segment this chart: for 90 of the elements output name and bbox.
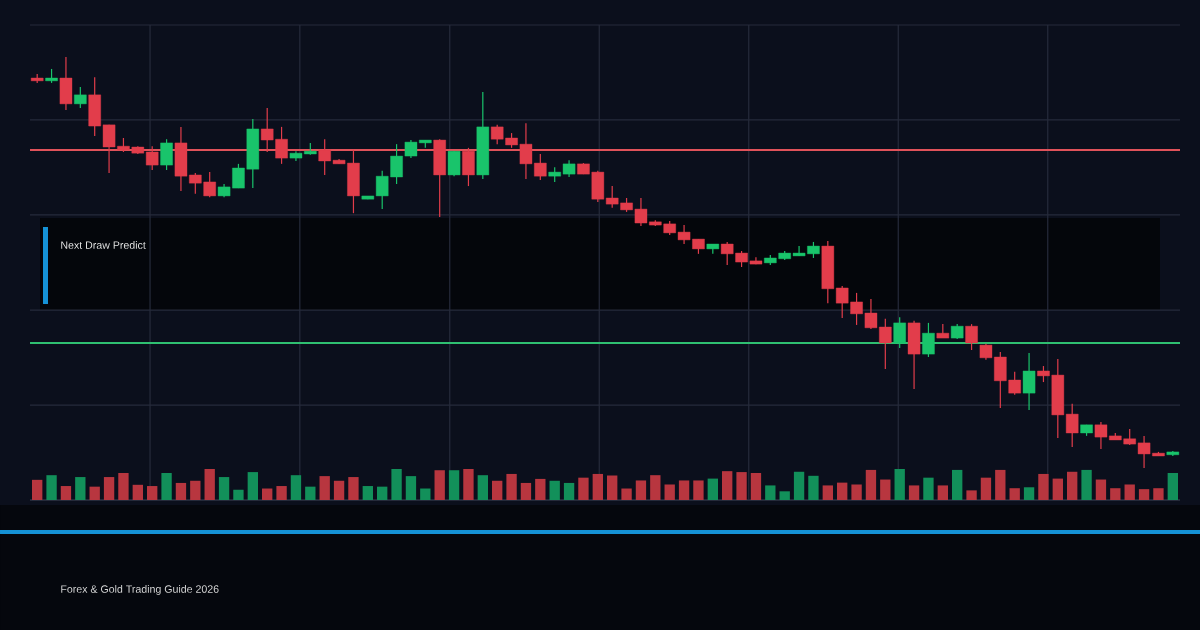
bar [448,470,460,500]
bar [937,485,948,500]
candlestick [462,147,475,187]
bar [175,482,187,500]
bar [707,478,718,500]
bar [262,488,273,500]
bar [563,482,575,500]
bar [204,468,215,500]
bar [607,475,618,500]
bar [60,486,72,500]
bar [391,468,402,500]
bar [233,489,244,500]
bar [1095,479,1107,500]
bar [750,473,762,500]
bar [118,473,129,500]
candlestick [447,150,461,177]
bar [1067,471,1078,500]
bar [635,480,647,500]
candlestick [922,322,935,358]
bar [377,486,388,500]
bar [678,480,690,500]
bar [952,469,963,500]
bar [161,473,172,500]
bar [693,480,704,500]
bar [650,475,661,500]
bar [405,476,417,500]
bar [147,486,158,500]
bar [1081,469,1092,500]
bar [765,485,776,500]
bar [75,477,86,500]
bar [290,475,302,500]
bar [305,486,316,500]
bar [276,486,287,500]
annotation: Next Draw Predict [61,241,146,249]
bar [477,475,488,500]
bar [880,479,891,500]
bar [1167,473,1178,500]
bar [89,486,100,500]
bar [319,476,330,500]
bar [190,480,201,500]
bar [736,472,747,500]
bar [865,469,877,500]
candlestick [160,138,173,171]
bar [348,477,359,500]
text: Forex & Gold Trading Guide 2026 [61,585,219,595]
bar [32,479,43,500]
bar [506,473,517,500]
candlestick [965,323,978,351]
bar [520,482,532,500]
bar [592,473,603,500]
bar [218,477,230,500]
bar [1009,488,1020,500]
bar [1023,487,1035,500]
bar [980,477,992,500]
bar [1110,488,1121,500]
bar [851,484,862,500]
bar [535,478,546,500]
bar [837,482,848,500]
bar [793,471,805,500]
bar [1138,489,1150,500]
bar [463,468,474,500]
bar [966,490,977,500]
bar [1124,484,1135,500]
candlestick [1022,352,1036,411]
bar [247,472,258,500]
bar [923,477,934,500]
bar [908,485,920,500]
bar [420,488,431,500]
bar [549,480,560,500]
bar [362,486,373,500]
bar [664,484,675,500]
bar [779,491,790,500]
bar [46,475,57,500]
bar [578,477,589,500]
bar [808,475,819,500]
candlestick [74,86,87,109]
bar [1038,473,1049,500]
bar [995,469,1006,500]
bar [894,468,905,500]
bar [434,470,445,500]
bar [1153,488,1164,500]
bar [492,480,503,500]
bar [333,480,345,500]
bar [132,484,143,500]
bar [103,477,115,500]
bar [1052,478,1063,500]
bar [621,488,632,500]
bar [822,485,833,500]
bar [722,471,733,500]
candlestick [893,316,906,349]
